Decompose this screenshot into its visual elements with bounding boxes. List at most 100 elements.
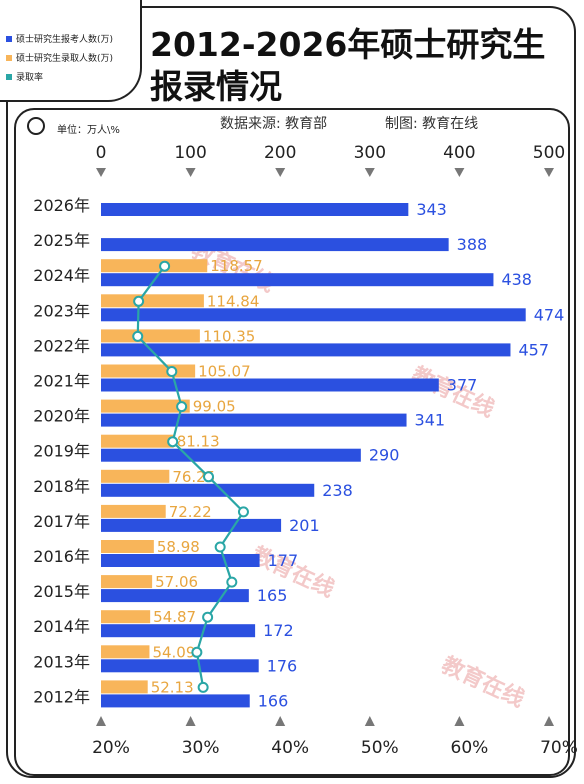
applicants-bar <box>101 518 282 532</box>
admitted-bar <box>101 329 200 343</box>
bottom-axis-tick-marker <box>275 716 286 726</box>
bottom-axis-tick-marker <box>185 716 196 726</box>
applicants-value-label: 343 <box>416 200 447 219</box>
category-label: 2021年 <box>33 372 90 391</box>
admitted-bar <box>101 259 208 273</box>
applicants-value-label: 172 <box>263 621 294 640</box>
admitted-bar <box>101 610 151 624</box>
bottom-axis-tick-label: 60% <box>451 738 489 758</box>
category-label: 2017年 <box>33 512 90 531</box>
admitted-value-label: 99.05 <box>193 398 236 416</box>
top-axis-tick-marker <box>364 168 375 177</box>
watermark-3: 教育在线 <box>437 652 528 713</box>
applicants-value-label: 341 <box>415 411 446 430</box>
rate-point <box>197 681 209 693</box>
category-label: 2023年 <box>33 301 90 320</box>
legend-label-rate: 录取率 <box>16 73 44 83</box>
admitted-value-label: 72.22 <box>169 503 212 521</box>
top-axis-tick-marker <box>454 168 465 177</box>
top-axis-tick-label: 500 <box>533 143 565 163</box>
bottom-axis-tick-label: 50% <box>361 738 399 758</box>
applicants-bar <box>101 413 407 427</box>
applicants-value-label: 176 <box>267 656 298 675</box>
category-label: 2020年 <box>33 407 90 426</box>
chart-title-line1: 2012-2026年硕士研究生 <box>150 25 546 64</box>
admitted-bar <box>101 364 196 378</box>
applicants-bar <box>101 448 361 462</box>
applicants-bar <box>101 554 260 567</box>
applicants-value-label: 166 <box>258 691 289 710</box>
bottom-axis-tick-marker <box>454 716 465 726</box>
top-axis-tick-marker <box>544 168 554 177</box>
rate-point <box>167 436 179 448</box>
rate-point <box>214 541 226 553</box>
chart-maker: 制图: 教育在线 <box>385 116 479 132</box>
admitted-bar <box>101 504 166 518</box>
legend-label-applicants: 硕士研究生报考人数(万) <box>16 35 114 45</box>
legend-swatch-admitted <box>6 54 12 61</box>
applicants-bar <box>101 343 511 357</box>
applicants-value-label: 388 <box>457 235 488 254</box>
category-label: 2012年 <box>33 687 90 706</box>
applicants-bar <box>101 589 249 603</box>
rate-point <box>166 366 178 377</box>
bottom-axis-tick-marker <box>364 716 375 726</box>
applicants-bar <box>101 308 526 322</box>
applicants-bar <box>101 694 250 708</box>
bottom-axis-tick-label: 30% <box>182 738 220 758</box>
admitted-value-label: 114.84 <box>207 292 260 310</box>
admitted-value-label: 52.13 <box>151 678 194 696</box>
top-axis-tick-label: 400 <box>443 143 475 163</box>
rate-point <box>237 506 249 518</box>
category-label: 2018年 <box>33 477 90 496</box>
applicants-value-label: 474 <box>534 305 565 324</box>
legend-item-rate: 录取率 <box>6 70 43 83</box>
top-axis-tick-marker <box>185 168 196 177</box>
category-label: 2016年 <box>33 547 90 566</box>
top-axis-tick-marker <box>96 168 106 177</box>
applicants-bar <box>101 203 409 216</box>
bottom-axis-tick-marker <box>96 716 106 726</box>
rate-point <box>176 401 188 413</box>
admitted-bar <box>101 399 190 413</box>
bottom-axis-tick-label: 20% <box>92 738 130 758</box>
applicants-value-label: 165 <box>257 586 288 605</box>
top-axis-tick-marker <box>275 168 286 177</box>
legend-label-admitted: 硕士研究生录取人数(万) <box>16 54 114 64</box>
category-label: 2013年 <box>33 652 90 671</box>
admitted-value-label: 81.13 <box>177 433 220 451</box>
admitted-value-label: 110.35 <box>203 327 256 345</box>
applicants-bar <box>101 378 439 392</box>
category-label: 2022年 <box>33 336 90 355</box>
applicants-value-label: 457 <box>518 340 549 359</box>
admitted-value-label: 54.09 <box>152 643 195 661</box>
applicants-value-label: 438 <box>501 270 532 289</box>
admitted-value-label: 58.98 <box>157 538 200 556</box>
category-label: 2019年 <box>33 442 90 461</box>
rate-point <box>202 611 214 623</box>
category-label: 2015年 <box>33 582 90 601</box>
unit-circle-icon <box>27 117 45 135</box>
admitted-value-label: 105.07 <box>198 363 251 381</box>
legend-swatch-rate <box>6 73 12 80</box>
bottom-axis-tick-label: 70% <box>540 738 578 758</box>
category-label: 2014年 <box>33 617 90 636</box>
applicants-bar <box>101 659 259 673</box>
top-axis-tick-label: 300 <box>354 143 386 163</box>
data-source: 数据来源: 教育部 <box>220 116 328 132</box>
legend-item-admitted: 硕士研究生录取人数(万) <box>6 51 113 64</box>
rate-point <box>133 295 145 307</box>
applicants-bar <box>101 483 315 497</box>
rate-point <box>159 260 171 272</box>
category-label: 2024年 <box>33 266 90 285</box>
admitted-bar <box>101 680 148 694</box>
unit-label: 单位：万人\% <box>57 125 120 136</box>
rate-point <box>132 330 144 342</box>
applicants-bar <box>101 238 449 252</box>
top-axis-tick-label: 100 <box>174 143 206 163</box>
legend-item-applicants: 硕士研究生报考人数(万) <box>6 32 113 45</box>
legend: 硕士研究生报考人数(万) 硕士研究生录取人数(万) 录取率 <box>0 0 142 102</box>
applicants-bar <box>101 624 256 638</box>
admitted-bar <box>101 469 170 483</box>
